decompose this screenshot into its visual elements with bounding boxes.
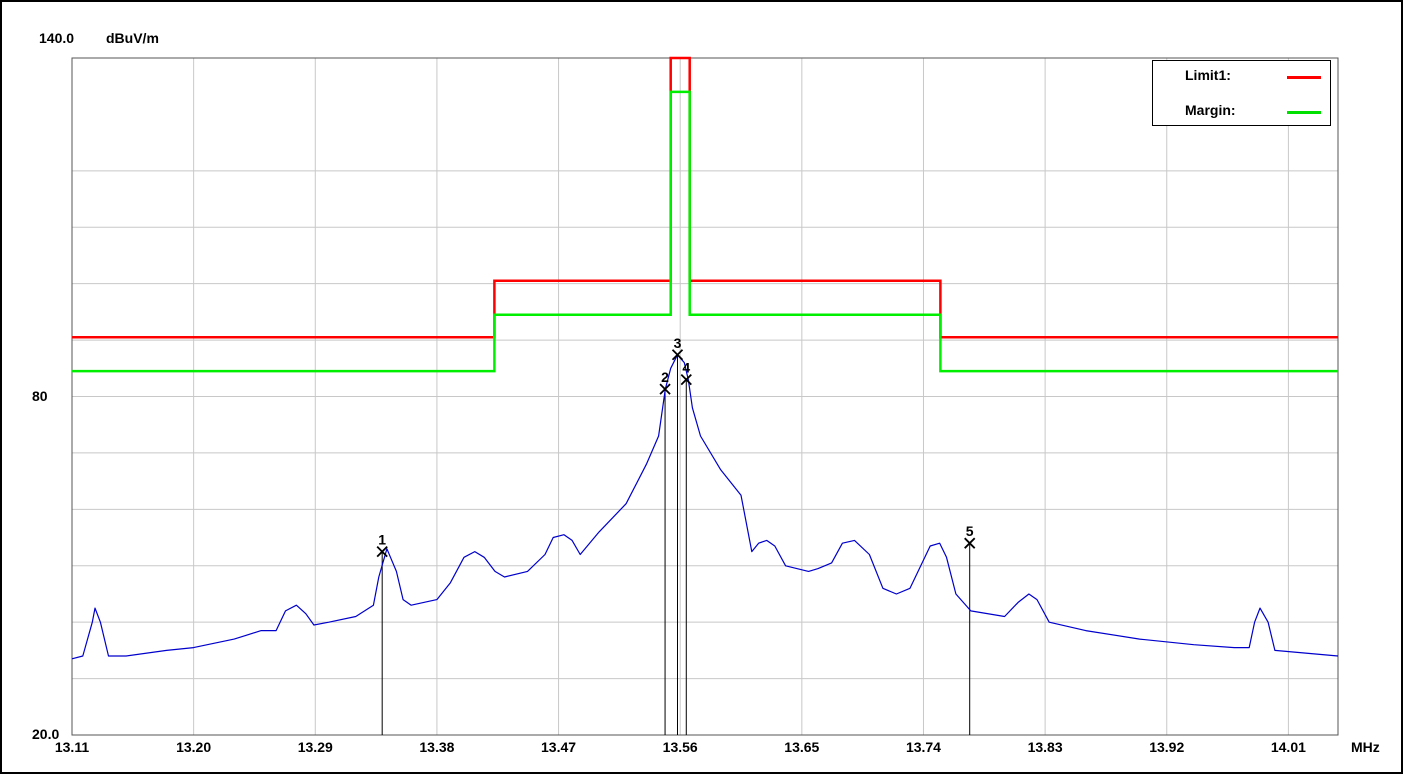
y-top-label: 140.0 (39, 30, 75, 46)
x-tick-label: 13.47 (541, 739, 577, 755)
x-tick-label: 13.74 (905, 739, 941, 755)
x-tick-label: 13.38 (419, 739, 455, 755)
margin-line (72, 90, 1338, 373)
marker-x-2 (659, 383, 671, 395)
y-unit-label: dBuV/m (106, 30, 159, 46)
marker-label-5: 5 (966, 523, 974, 539)
x-tick-label: 13.11 (54, 739, 90, 755)
x-tick-label: 13.92 (1149, 739, 1185, 755)
x-tick-label: 13.56 (662, 739, 698, 755)
x-unit-label: MHz (1351, 739, 1380, 755)
plot-border (71, 57, 1339, 736)
marker-x-4 (680, 373, 692, 386)
marker-label-4: 4 (682, 360, 690, 376)
legend-swatch-limit (1287, 76, 1321, 79)
marker-label-1: 1 (378, 532, 386, 548)
legend-swatch-margin (1287, 111, 1321, 114)
legend-entry-margin: Margin: (1153, 100, 1330, 120)
marker-label-3: 3 (674, 335, 682, 351)
legend-label-margin: Margin: (1185, 102, 1236, 118)
marker-x-3 (671, 349, 684, 361)
x-tick-label: 13.20 (176, 739, 212, 755)
x-tick-label: 14.01 (1270, 739, 1306, 755)
x-tick-label: 13.83 (1027, 739, 1063, 755)
legend: Limit1: Margin: (1152, 60, 1331, 126)
y-tick-label: 80 (32, 387, 48, 404)
legend-label-limit: Limit1: (1185, 67, 1231, 83)
marker-x-1 (376, 546, 388, 558)
x-tick-label: 13.29 (297, 739, 333, 755)
emission-trace (71, 354, 1339, 660)
limit-line (72, 56, 1338, 339)
y-tick-label: 20.0 (32, 726, 60, 742)
marker-x-5 (964, 537, 976, 549)
legend-entry-limit: Limit1: (1153, 65, 1330, 85)
x-tick-label: 13.65 (784, 739, 820, 755)
marker-label-2: 2 (661, 369, 669, 385)
